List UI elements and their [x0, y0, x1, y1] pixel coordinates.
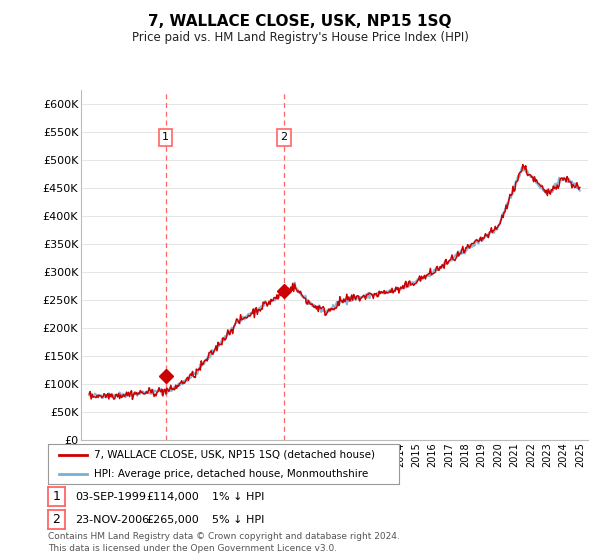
Text: 1: 1	[52, 490, 61, 503]
Text: 5% ↓ HPI: 5% ↓ HPI	[212, 515, 264, 525]
Text: 7, WALLACE CLOSE, USK, NP15 1SQ: 7, WALLACE CLOSE, USK, NP15 1SQ	[148, 14, 452, 29]
Text: 2: 2	[280, 132, 287, 142]
Text: 1% ↓ HPI: 1% ↓ HPI	[212, 492, 264, 502]
Text: HPI: Average price, detached house, Monmouthshire: HPI: Average price, detached house, Monm…	[94, 469, 368, 478]
Text: £114,000: £114,000	[146, 492, 199, 502]
Text: Price paid vs. HM Land Registry's House Price Index (HPI): Price paid vs. HM Land Registry's House …	[131, 31, 469, 44]
Text: 03-SEP-1999: 03-SEP-1999	[76, 492, 146, 502]
Text: 7, WALLACE CLOSE, USK, NP15 1SQ (detached house): 7, WALLACE CLOSE, USK, NP15 1SQ (detache…	[94, 450, 374, 460]
Text: 2: 2	[52, 513, 61, 526]
Text: 23-NOV-2006: 23-NOV-2006	[76, 515, 150, 525]
Text: £265,000: £265,000	[146, 515, 199, 525]
Text: Contains HM Land Registry data © Crown copyright and database right 2024.
This d: Contains HM Land Registry data © Crown c…	[48, 532, 400, 553]
Text: 1: 1	[162, 132, 169, 142]
